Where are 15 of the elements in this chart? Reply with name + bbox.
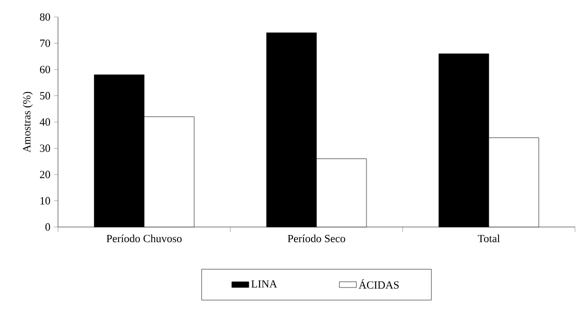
y-tick-label: 40 bbox=[40, 118, 50, 126]
y-axis-title: Amostras (%) bbox=[22, 92, 33, 152]
y-tick-label: 60 bbox=[40, 66, 50, 74]
x-tick-label: Período Chuvoso bbox=[106, 234, 182, 242]
y-tick-label: 10 bbox=[40, 197, 50, 204]
legend-label: LINA bbox=[251, 280, 278, 288]
y-tick-label: 80 bbox=[40, 13, 50, 21]
y-tick-label: 20 bbox=[40, 170, 50, 178]
x-tick-label: Total bbox=[478, 234, 500, 242]
x-tick-label: Período Seco bbox=[288, 234, 346, 242]
y-tick-label: 0 bbox=[45, 223, 50, 231]
y-tick-label: 70 bbox=[40, 40, 50, 47]
legend-label: ÁCIDAS bbox=[358, 279, 399, 289]
y-tick-label: 50 bbox=[40, 92, 50, 100]
y-tick-label: 30 bbox=[40, 144, 50, 152]
